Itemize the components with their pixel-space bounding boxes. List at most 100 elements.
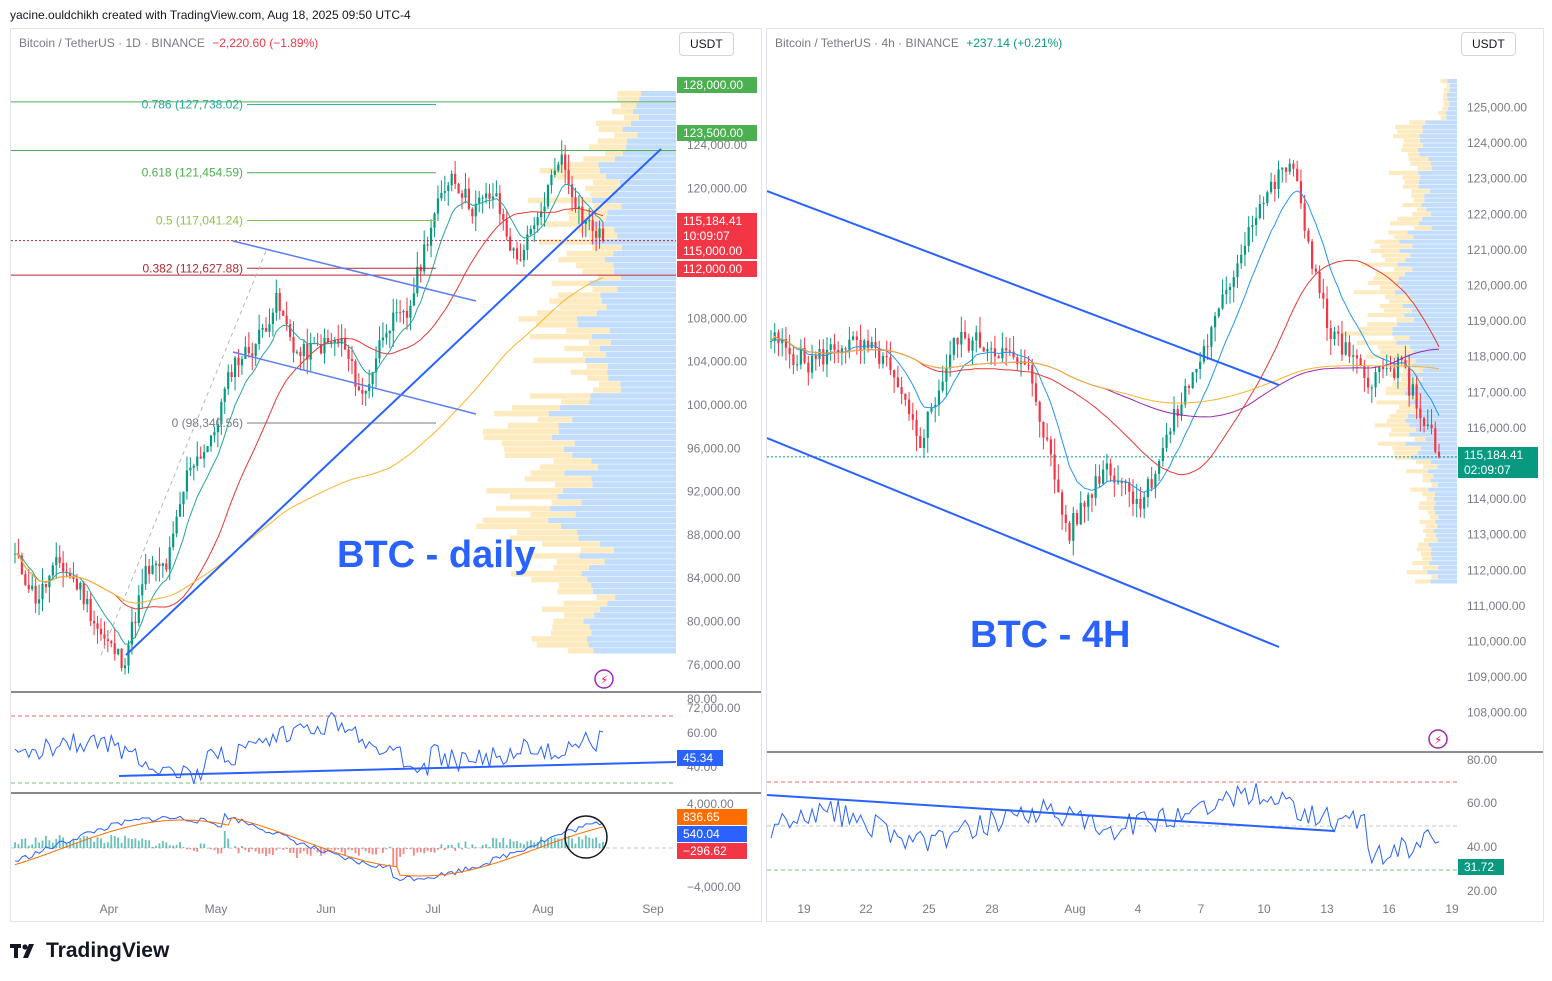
daily-chart-canvas[interactable]: 124,000.00120,000.00116,000.00108,000.00… bbox=[11, 29, 761, 921]
rsi-value-label: 31.72 bbox=[1464, 860, 1494, 874]
macd-histogram-bar bbox=[261, 848, 264, 854]
candle-body bbox=[1094, 476, 1097, 498]
fourhour-currency-button[interactable]: USDT bbox=[1461, 32, 1516, 56]
channel-upper-line bbox=[232, 240, 477, 302]
candle-body bbox=[130, 621, 134, 645]
macd-histogram-bar bbox=[406, 848, 408, 850]
candle-body bbox=[1075, 513, 1079, 525]
macd-histogram-bar bbox=[457, 842, 460, 848]
candle-body bbox=[86, 598, 89, 605]
candle-body bbox=[788, 347, 791, 355]
price-tag-label: 115,184.41 bbox=[1464, 448, 1523, 462]
candle-body bbox=[368, 384, 371, 391]
volume-profile-bar bbox=[1392, 382, 1420, 387]
candle-body bbox=[233, 357, 237, 378]
macd-histogram-bar bbox=[481, 845, 484, 848]
candle-body bbox=[1217, 308, 1220, 317]
price-axis-label: 109,000.00 bbox=[1467, 670, 1527, 684]
candle-body bbox=[1116, 481, 1120, 483]
candle-body bbox=[1337, 331, 1340, 334]
macd-histogram-bar bbox=[402, 848, 405, 855]
candle-body bbox=[1307, 230, 1310, 242]
macd-histogram-bar bbox=[375, 848, 377, 855]
candle-body bbox=[20, 555, 23, 575]
rsi-axis-label: 60.00 bbox=[687, 726, 717, 740]
volume-profile-bar bbox=[1413, 198, 1425, 203]
candle-body bbox=[264, 327, 268, 332]
macd-histogram-bar bbox=[165, 842, 168, 848]
volume-profile-bar bbox=[1402, 303, 1457, 309]
volume-profile-bar bbox=[1402, 143, 1423, 148]
volume-profile-bar bbox=[524, 476, 592, 482]
candle-body bbox=[206, 446, 209, 453]
volume-profile-bar bbox=[604, 559, 676, 565]
candle-body bbox=[1213, 316, 1217, 328]
candle-body bbox=[1057, 479, 1060, 493]
volume-profile-bar bbox=[564, 612, 595, 618]
volume-profile-bar bbox=[589, 280, 676, 287]
volume-profile-bar bbox=[1416, 207, 1427, 212]
volume-profile-bar bbox=[1415, 404, 1457, 410]
volume-profile-bar bbox=[576, 316, 676, 322]
price-tag bbox=[677, 261, 757, 277]
candle-body bbox=[1340, 333, 1344, 355]
volume-profile-bar bbox=[1423, 565, 1439, 570]
daily-currency-button[interactable]: USDT bbox=[679, 32, 734, 56]
macd-histogram-bar bbox=[282, 848, 285, 850]
candle-body bbox=[244, 346, 247, 359]
macd-histogram-bar bbox=[523, 844, 525, 848]
macd-histogram-bar bbox=[474, 847, 477, 848]
candle-body bbox=[1023, 361, 1026, 365]
volume-profile-bar bbox=[1431, 551, 1457, 556]
tradingview-brand[interactable]: TradingView bbox=[10, 939, 169, 963]
candle-body bbox=[209, 435, 213, 447]
volume-profile-bar bbox=[1397, 129, 1423, 134]
macd-histogram-bar bbox=[234, 846, 236, 848]
volume-profile-bar bbox=[1433, 496, 1457, 501]
volume-profile-bar bbox=[1433, 473, 1457, 478]
candle-body bbox=[519, 259, 522, 261]
candle-body bbox=[952, 337, 955, 355]
daily-trendline bbox=[125, 148, 662, 656]
volume-profile-bar bbox=[572, 416, 676, 423]
candle-body bbox=[96, 623, 99, 629]
volume-profile-bar bbox=[626, 144, 676, 150]
volume-profile-bar bbox=[527, 197, 592, 204]
volume-profile-bar bbox=[1422, 124, 1457, 129]
candle-body bbox=[577, 206, 581, 209]
volume-profile-bar bbox=[1412, 212, 1431, 217]
fourhour-chart-canvas[interactable]: 125,000.00 124,000.00 123,000.00 122,000.00… bbox=[767, 29, 1543, 921]
fourhour-chart-panel[interactable]: Bitcoin / TetherUS · 4h · BINANCE +237.1… bbox=[766, 28, 1544, 922]
volume-profile-bar bbox=[588, 339, 611, 346]
volume-profile-bar bbox=[1399, 404, 1416, 410]
macd-histogram-bar bbox=[344, 848, 347, 855]
macd-histogram-bar bbox=[595, 837, 598, 848]
volume-profile-bar bbox=[598, 126, 623, 132]
volume-profile-bar bbox=[1427, 570, 1457, 575]
daily-chart-panel[interactable]: Bitcoin / TetherUS · 1D · BINANCE −2,220… bbox=[10, 28, 762, 922]
volume-profile-bar bbox=[1422, 143, 1457, 148]
price-axis-label: 96,000.00 bbox=[687, 441, 741, 455]
candle-body bbox=[92, 621, 96, 624]
candle-body bbox=[464, 188, 467, 198]
macd-histogram-bar bbox=[131, 839, 133, 848]
candle-body bbox=[1102, 469, 1105, 484]
volume-profile-bar bbox=[561, 399, 590, 405]
candle-body bbox=[120, 648, 123, 669]
macd-histogram-bar bbox=[578, 836, 580, 848]
volume-profile-bar bbox=[589, 399, 676, 405]
candle-body bbox=[1258, 203, 1261, 219]
volume-profile-bar bbox=[530, 393, 591, 399]
volume-profile-bar bbox=[548, 411, 676, 417]
candle-body bbox=[781, 339, 784, 344]
volume-profile-bar bbox=[577, 322, 676, 328]
candle-body bbox=[1262, 203, 1265, 205]
candle-body bbox=[178, 504, 182, 517]
candle-body bbox=[896, 377, 899, 388]
candle-body bbox=[769, 340, 773, 342]
volume-profile-bar bbox=[617, 286, 676, 292]
volume-profile-bar bbox=[589, 624, 676, 630]
volume-profile-bar bbox=[1405, 441, 1457, 446]
volume-profile-bar bbox=[553, 618, 584, 624]
candle-body bbox=[261, 327, 264, 330]
